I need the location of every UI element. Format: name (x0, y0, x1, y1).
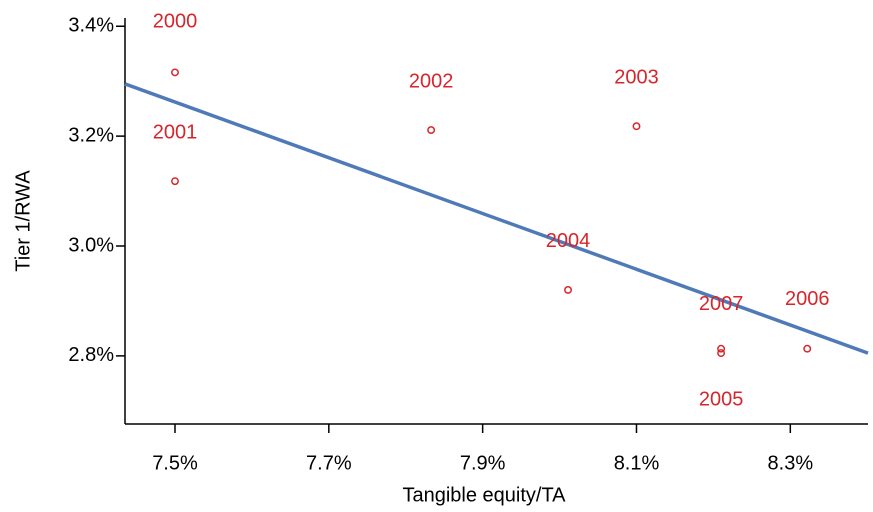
point (717, 344, 726, 353)
point (171, 68, 179, 77)
point-label: 2003 (614, 67, 659, 89)
trend-line (124, 82, 869, 355)
x-tick-label: 7.9% (460, 452, 506, 474)
point (632, 122, 641, 131)
point-label: 2005 (699, 388, 744, 410)
y-tick-label: 3.0% (68, 234, 114, 256)
point (171, 177, 179, 186)
point-label: 2002 (409, 70, 454, 92)
x-tick-label: 8.1% (614, 452, 660, 474)
point (717, 349, 726, 358)
x-tick-label: 8.3% (768, 452, 814, 474)
point (803, 344, 812, 353)
point-label: 2000 (153, 11, 198, 33)
point (564, 285, 572, 294)
y-tick-label: 3.4% (68, 15, 114, 37)
y-tick-label: 2.8% (68, 344, 114, 366)
y-tick-label: 3.2% (68, 124, 114, 146)
point-label: 2001 (153, 121, 198, 143)
point-label: 2004 (546, 230, 591, 252)
y-axis-label: Tier 1/RWA (12, 170, 34, 272)
x-axis-label: Tangible equity/TA (402, 484, 566, 506)
x-tick-label: 7.7% (306, 452, 352, 474)
point (427, 126, 436, 135)
x-tick-label: 7.5% (152, 452, 198, 474)
point-label: 2007 (699, 293, 744, 315)
point-label: 2006 (785, 288, 830, 310)
